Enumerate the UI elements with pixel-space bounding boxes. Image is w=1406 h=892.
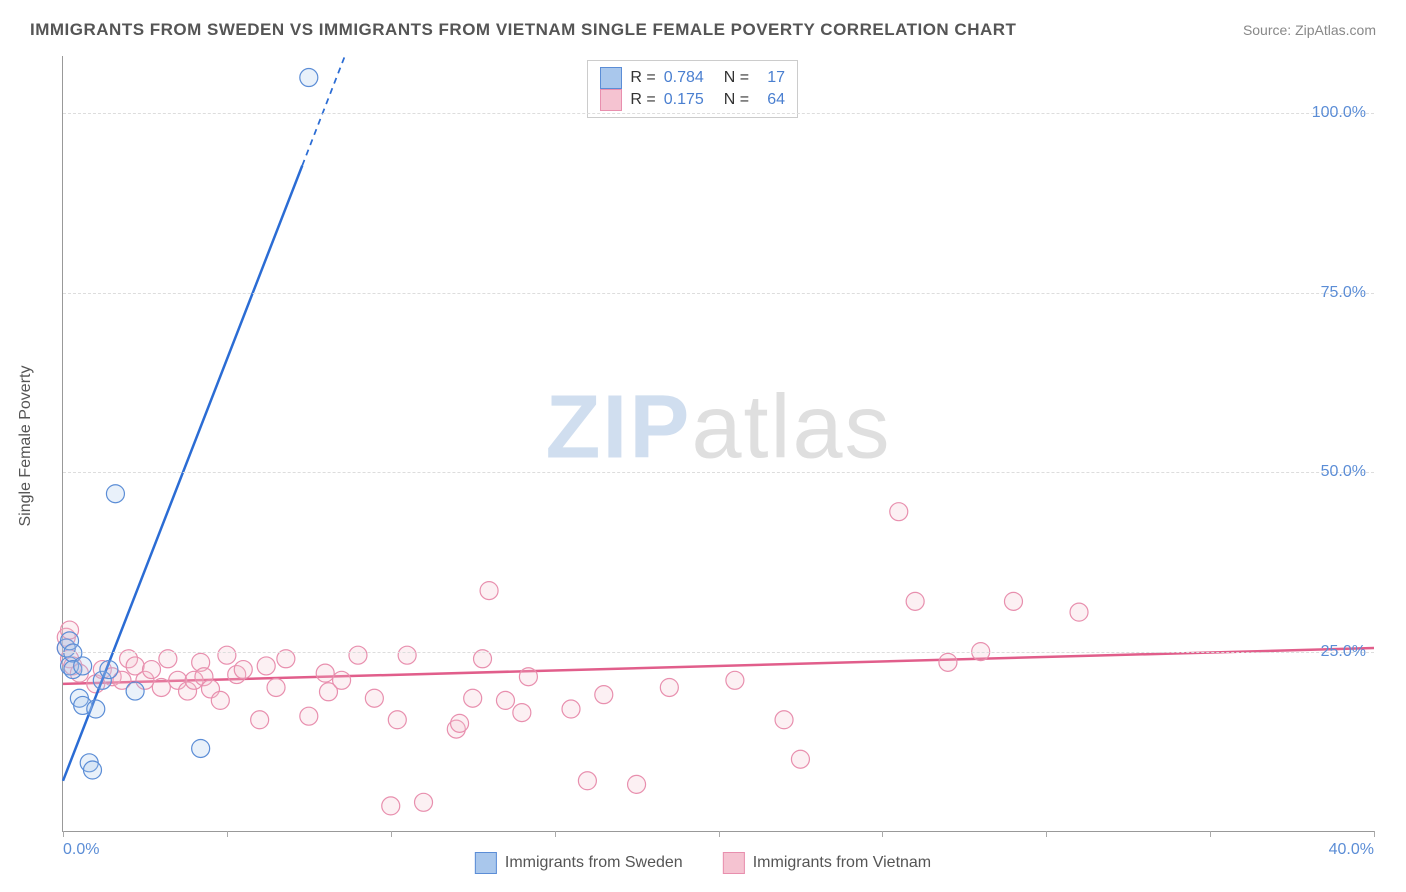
y-tick-label: 50.0% [1321, 463, 1366, 481]
x-tick [555, 831, 556, 837]
source-label: Source: [1243, 22, 1295, 38]
data-point-vietnam [142, 661, 160, 679]
y-tick-label: 100.0% [1312, 104, 1366, 122]
data-point-sweden [300, 69, 318, 87]
plot-svg [63, 56, 1374, 831]
data-point-vietnam [218, 646, 236, 664]
y-tick-label: 75.0% [1321, 284, 1366, 302]
data-point-vietnam [300, 707, 318, 725]
data-point-sweden [192, 739, 210, 757]
data-point-vietnam [257, 657, 275, 675]
r-label: R = [630, 91, 655, 109]
data-point-vietnam [726, 671, 744, 689]
data-point-vietnam [211, 691, 229, 709]
gridline [63, 472, 1374, 473]
gridline [63, 113, 1374, 114]
data-point-vietnam [267, 678, 285, 696]
x-tick [882, 831, 883, 837]
x-tick [1046, 831, 1047, 837]
legend-label-vietnam: Immigrants from Vietnam [753, 854, 931, 872]
stats-legend: R = 0.784 N = 17 R = 0.175 N = 64 [587, 60, 798, 118]
data-point-vietnam [1004, 592, 1022, 610]
source-attribution: Source: ZipAtlas.com [1243, 22, 1376, 38]
legend-item-vietnam: Immigrants from Vietnam [723, 852, 931, 874]
data-point-vietnam [152, 678, 170, 696]
data-point-vietnam [316, 664, 334, 682]
swatch-sweden [475, 852, 497, 874]
y-tick-label: 25.0% [1321, 643, 1366, 661]
r-value: 0.784 [664, 69, 716, 87]
swatch-vietnam [723, 852, 745, 874]
data-point-vietnam [480, 582, 498, 600]
data-point-vietnam [251, 711, 269, 729]
data-point-vietnam [939, 653, 957, 671]
data-point-vietnam [562, 700, 580, 718]
data-point-vietnam [451, 714, 469, 732]
plot-area: ZIPatlas R =0.784N =17R =0.175N =64 25.0… [62, 56, 1374, 832]
data-point-vietnam [519, 668, 537, 686]
legend-label-sweden: Immigrants from Sweden [505, 854, 683, 872]
data-point-vietnam [388, 711, 406, 729]
data-point-vietnam [333, 671, 351, 689]
data-point-vietnam [628, 775, 646, 793]
bottom-legend: Immigrants from Sweden Immigrants from V… [475, 852, 931, 874]
data-point-vietnam [595, 686, 613, 704]
data-point-vietnam [775, 711, 793, 729]
data-point-vietnam [398, 646, 416, 664]
n-label: N = [724, 91, 749, 109]
n-value: 17 [757, 69, 785, 87]
stats-legend-row: R = 0.784 N = 17 [600, 67, 785, 89]
x-tick [63, 831, 64, 837]
data-point-vietnam [234, 661, 252, 679]
n-label: N = [724, 69, 749, 87]
data-point-vietnam [464, 689, 482, 707]
data-point-vietnam [365, 689, 383, 707]
chart-container: IMMIGRANTS FROM SWEDEN VS IMMIGRANTS FRO… [0, 0, 1406, 892]
data-point-vietnam [578, 772, 596, 790]
data-point-sweden [83, 761, 101, 779]
swatch-icon [600, 89, 622, 111]
x-tick [1210, 831, 1211, 837]
x-tick [719, 831, 720, 837]
data-point-sweden [100, 661, 118, 679]
chart-title: IMMIGRANTS FROM SWEDEN VS IMMIGRANTS FRO… [30, 20, 1376, 40]
data-point-vietnam [382, 797, 400, 815]
data-point-sweden [126, 682, 144, 700]
data-point-vietnam [349, 646, 367, 664]
source-link[interactable]: ZipAtlas.com [1295, 22, 1376, 38]
data-point-vietnam [415, 793, 433, 811]
data-point-vietnam [791, 750, 809, 768]
gridline [63, 652, 1374, 653]
data-point-vietnam [660, 678, 678, 696]
x-tick [227, 831, 228, 837]
legend-item-sweden: Immigrants from Sweden [475, 852, 683, 874]
data-point-vietnam [906, 592, 924, 610]
x-tick-label: 40.0% [1329, 841, 1374, 859]
gridline [63, 293, 1374, 294]
n-value: 64 [757, 91, 785, 109]
data-point-vietnam [1070, 603, 1088, 621]
r-label: R = [630, 69, 655, 87]
x-tick [391, 831, 392, 837]
data-point-vietnam [496, 691, 514, 709]
y-axis-title: Single Female Poverty [17, 366, 35, 527]
r-value: 0.175 [664, 91, 716, 109]
data-point-sweden [106, 485, 124, 503]
data-point-sweden [87, 700, 105, 718]
stats-legend-row: R = 0.175 N = 64 [600, 89, 785, 111]
data-point-vietnam [513, 704, 531, 722]
x-tick [1374, 831, 1375, 837]
data-point-sweden [74, 657, 92, 675]
data-point-vietnam [890, 503, 908, 521]
x-tick-label: 0.0% [63, 841, 99, 859]
swatch-icon [600, 67, 622, 89]
